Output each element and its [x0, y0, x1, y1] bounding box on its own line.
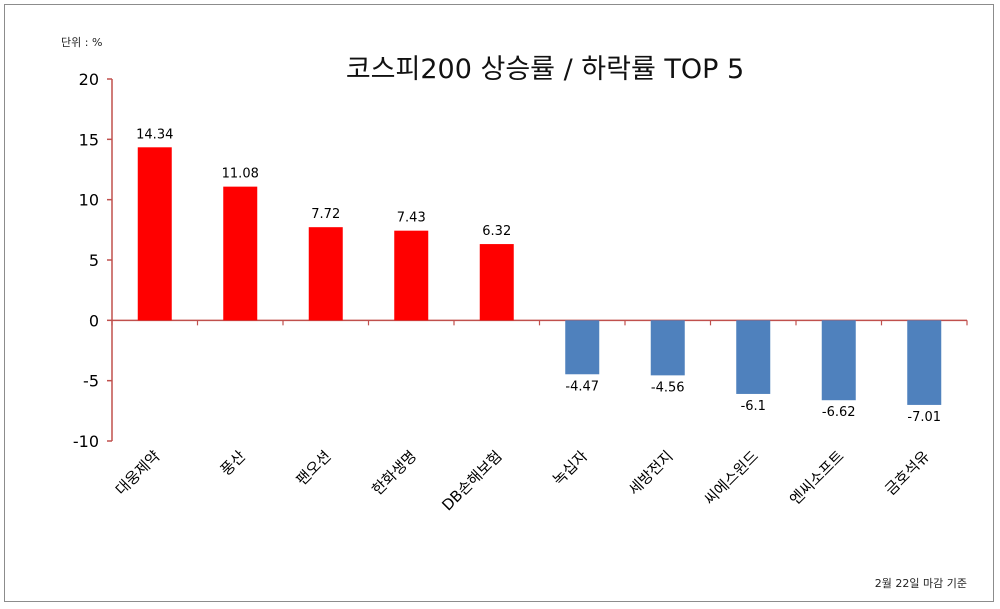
- bar: [907, 320, 942, 405]
- x-tick-label: 금호석유: [881, 447, 933, 499]
- x-tick-label: DB손해보험: [438, 447, 505, 514]
- data-label: -7.01: [907, 410, 941, 425]
- bar: [650, 320, 685, 376]
- y-tick-label: 20: [79, 70, 99, 89]
- y-tick-label: -5: [83, 372, 99, 391]
- y-tick-label: 0: [89, 311, 99, 330]
- y-tick-label: 5: [89, 251, 99, 270]
- data-label: -6.62: [822, 405, 856, 420]
- x-tick-label: 한화생명: [368, 447, 420, 499]
- y-tick-label: -10: [73, 432, 99, 451]
- unit-label: 단위 : %: [61, 36, 102, 49]
- data-label: 14.34: [136, 127, 173, 142]
- chart-title: 코스피200 상승률 / 하락률 TOP 5: [346, 54, 744, 85]
- bar: [821, 320, 856, 401]
- axes: 20 15 10 5 0 -5 -10: [73, 70, 968, 451]
- footnote: 2월 22일 마감 기준: [875, 576, 967, 590]
- bar: [736, 320, 771, 394]
- data-label: 6.32: [482, 224, 511, 239]
- data-label: 7.72: [311, 207, 340, 222]
- bar: [565, 320, 600, 375]
- x-tick-label: 엔씨소프트: [786, 447, 848, 509]
- y-tick-label: 15: [79, 130, 99, 149]
- chart-frame: 코스피200 상승률 / 하락률 TOP 5 단위 : % 2월 22일 마감 …: [4, 4, 994, 602]
- data-label: -4.47: [565, 379, 599, 394]
- data-label: -6.1: [741, 399, 766, 414]
- data-label: 7.43: [397, 211, 426, 226]
- data-label: 11.08: [222, 167, 259, 182]
- x-tick-label: 대웅제약: [112, 447, 164, 499]
- x-tick-label: 녹십자: [549, 447, 591, 489]
- data-label: -4.56: [651, 380, 685, 395]
- x-tick-label: 세방전지: [625, 447, 677, 499]
- bar: [223, 186, 258, 321]
- y-tick-label: 10: [79, 191, 99, 210]
- x-tick-label: 팬오션: [293, 447, 335, 489]
- bar: [308, 227, 343, 321]
- bar: [479, 244, 514, 321]
- bar: [394, 230, 429, 321]
- bar-chart: 코스피200 상승률 / 하락률 TOP 5 단위 : % 2월 22일 마감 …: [61, 36, 968, 590]
- x-tick-label: 씨에스윈드: [701, 447, 763, 509]
- x-tick-label: 풍산: [217, 447, 249, 479]
- bar: [137, 147, 172, 321]
